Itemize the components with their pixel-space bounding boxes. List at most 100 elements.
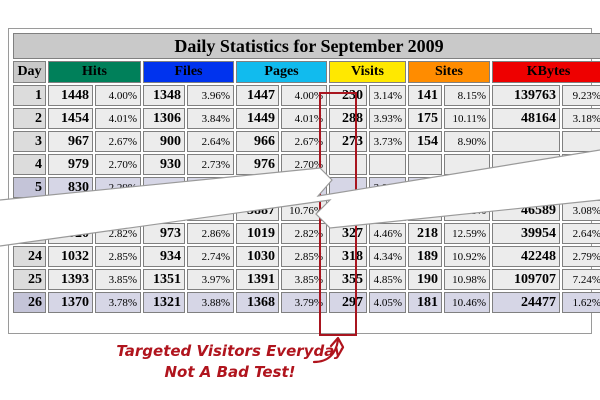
table-row: 26 1370 3.78% 1321 3.88% 1368 3.79% 297 4.05% 181… <box>13 292 600 313</box>
table-row: 4 979 2.70% 930 2.73% 976 2.70% 1.65% <box>13 154 600 175</box>
header-files: Files <box>143 61 234 83</box>
cell-sites-percent: 12.59% <box>444 223 490 244</box>
cell-pages: 1030 <box>236 246 279 267</box>
cell-files <box>143 200 185 221</box>
cell-hits: 1020 <box>48 223 93 244</box>
cell-sites: 175 <box>408 108 442 129</box>
daily-statistics-table: Daily Statistics for September 2009 Day … <box>11 31 600 315</box>
header-pages: Pages <box>236 61 327 83</box>
cell-visits-percent: 3.88% <box>369 177 406 198</box>
table-row: 2 1454 4.01% 1306 3.84% 1449 4.01% 288 3.93% 175 1… <box>13 108 600 129</box>
cell-pages: 3887 <box>236 200 279 221</box>
cell-hits: 1454 <box>48 108 93 129</box>
cell-pages-percent: 4.01% <box>281 108 327 129</box>
cell-visits-percent: 4.46% <box>369 223 406 244</box>
cell-sites: 218 <box>408 223 442 244</box>
header-hits: Hits <box>48 61 141 83</box>
cell-pages-percent: 10.76% <box>281 200 327 221</box>
cell-hits-percent <box>95 200 141 221</box>
cell-visits: 288 <box>329 108 367 129</box>
cell-pages: 966 <box>236 131 279 152</box>
cell-pages-percent: 2.85% <box>281 246 327 267</box>
cell-sites: 141 <box>408 85 442 106</box>
cell-kbytes-percent <box>562 131 600 152</box>
cell-sites: 195 <box>408 177 442 198</box>
cell-files-percent: 3.84% <box>187 108 234 129</box>
cell-hits-percent: 3.78% <box>95 292 141 313</box>
cell-kbytes-percent: 1.65% <box>562 154 600 175</box>
cell-visits: 297 <box>329 292 367 313</box>
cell-day: 3 <box>13 131 46 152</box>
cell-sites: 190 <box>408 269 442 290</box>
table-row: 25 1393 3.85% 1351 3.97% 1391 3.85% 355 4.85% 190… <box>13 269 600 290</box>
cell-sites <box>408 154 442 175</box>
cell-hits-percent: 2.82% <box>95 223 141 244</box>
cell-files: 973 <box>143 223 185 244</box>
cell-hits-percent: 3.85% <box>95 269 141 290</box>
cell-sites-percent: 10.11% <box>444 108 490 129</box>
cell-kbytes: 139763 <box>492 85 560 106</box>
cell-sites-percent: 10.92% <box>444 246 490 267</box>
cell-pages-percent: 3.79% <box>281 292 327 313</box>
cell-pages-percent: 3.85% <box>281 269 327 290</box>
cell-hits <box>48 200 93 221</box>
cell-visits: 355 <box>329 269 367 290</box>
header-sites: Sites <box>408 61 490 83</box>
cell-pages <box>236 177 279 198</box>
cell-pages: 1449 <box>236 108 279 129</box>
cell-pages-percent <box>281 177 327 198</box>
cell-files-percent: 3.88% <box>187 292 234 313</box>
cell-day: 23 <box>13 223 46 244</box>
header-kbytes: KBytes <box>492 61 600 83</box>
cell-hits: 830 <box>48 177 93 198</box>
cell-sites-percent: 10.98% <box>444 269 490 290</box>
cell-kbytes-percent: 2.13% <box>562 177 600 198</box>
cell-hits: 967 <box>48 131 93 152</box>
cell-sites: 154 <box>408 131 442 152</box>
cell-kbytes-percent: 9.23% <box>562 85 600 106</box>
cell-day: 1 <box>13 85 46 106</box>
cell-kbytes: 48164 <box>492 108 560 129</box>
cell-day: 24 <box>13 246 46 267</box>
cell-visits-percent: 4.05% <box>369 292 406 313</box>
cell-hits-percent: 2.85% <box>95 246 141 267</box>
cell-hits: 1448 <box>48 85 93 106</box>
cell-visits: 274 <box>329 200 367 221</box>
cell-files-percent: 2.73% <box>187 154 234 175</box>
table-row: 24 1032 2.85% 934 2.74% 1030 2.85% 318 4.34% 189 1… <box>13 246 600 267</box>
cell-files-percent: 2.74% <box>187 246 234 267</box>
cell-files-percent: 2.64% <box>187 131 234 152</box>
table-row: 3 967 2.67% 900 2.64% 966 2.67% 273 3.73% 154 8.90… <box>13 131 600 152</box>
cell-sites-percent: 8.15% <box>444 85 490 106</box>
cell-hits: 1370 <box>48 292 93 313</box>
cell-day: 4 <box>13 154 46 175</box>
cell-sites: 189 <box>408 246 442 267</box>
cell-visits: 230 <box>329 85 367 106</box>
cell-kbytes-percent: 3.18% <box>562 108 600 129</box>
cell-sites-percent: 10.46% <box>444 292 490 313</box>
cell-kbytes: 39954 <box>492 223 560 244</box>
cell-pages-percent: 2.67% <box>281 131 327 152</box>
cell-files: 1348 <box>143 85 185 106</box>
cell-sites-percent: 8.90% <box>444 131 490 152</box>
cell-visits-percent: 3.73% <box>369 131 406 152</box>
cell-visits: 273 <box>329 131 367 152</box>
cell-hits-percent: 4.00% <box>95 85 141 106</box>
cell-pages: 1391 <box>236 269 279 290</box>
cell-files: 1351 <box>143 269 185 290</box>
cell-files-percent: 3.96% <box>187 85 234 106</box>
cell-sites-percent <box>444 154 490 175</box>
cell-visits-percent <box>369 154 406 175</box>
cell-kbytes-percent: 1.62% <box>562 292 600 313</box>
cell-visits-percent: 4.85% <box>369 269 406 290</box>
table-row: 23 1020 2.82% 973 2.86% 1019 2.82% 327 4.46% 218 1… <box>13 223 600 244</box>
cell-visits-percent: 3.74% <box>369 200 406 221</box>
cell-sites-percent: 10.75% <box>444 200 490 221</box>
header-visits: Visits <box>329 61 406 83</box>
cell-files: 1321 <box>143 292 185 313</box>
cell-day: 5 <box>13 177 46 198</box>
cell-day: 26 <box>13 292 46 313</box>
cell-pages: 976 <box>236 154 279 175</box>
cell-visits <box>329 154 367 175</box>
cell-visits-percent: 3.14% <box>369 85 406 106</box>
